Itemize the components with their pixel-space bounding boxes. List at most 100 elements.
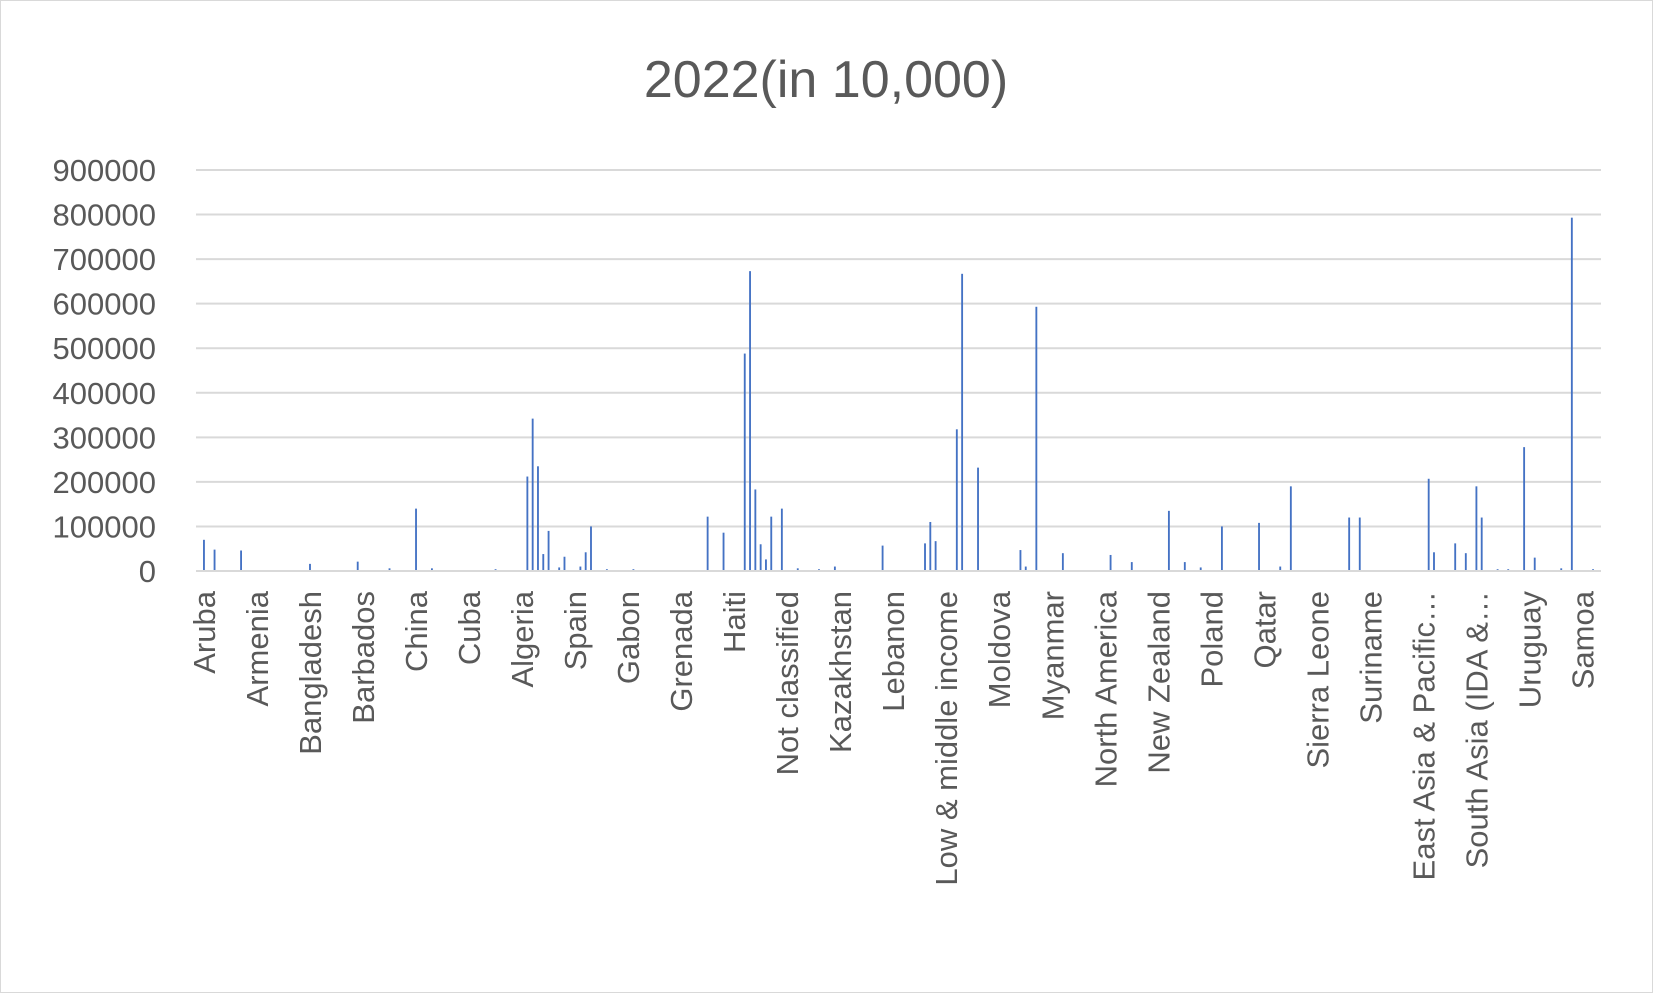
bar [780,508,783,571]
x-tick-label: Barbados [346,591,381,724]
bar [1358,517,1361,571]
x-tick-label: East Asia & Pacific… [1406,591,1441,880]
bar [1199,567,1202,571]
bar [833,566,836,571]
bar [765,559,767,571]
bar [754,489,757,571]
x-tick-label: Cuba [452,590,487,665]
x-tick-label: Myanmar [1035,591,1070,720]
x-axis-tick-labels: Aruba Armenia Bangladesh Barbados China Cuba A… [187,590,1600,885]
bar [309,563,311,571]
x-tick-label: Samoa [1565,590,1600,689]
bar [1560,568,1563,571]
bar [1183,562,1186,571]
y-tick-label: 900000 [53,153,156,188]
chart-title: 2022(in 10,000) [644,51,1008,109]
x-tick-label: China [399,590,434,672]
gridlines [196,169,1601,528]
bar [526,476,529,571]
y-tick-label: 600000 [53,287,156,322]
bar [1109,554,1112,571]
bar [749,271,751,571]
bar [213,549,216,571]
bar [1427,478,1430,571]
bar [1279,566,1282,571]
bar [961,273,964,571]
x-tick-label: Gabon [611,591,646,684]
y-tick-label: 200000 [53,465,156,500]
bar [881,545,884,571]
bar [415,508,417,571]
y-tick-label: 700000 [53,242,156,277]
x-tick-label: Algeria [505,590,540,687]
x-tick-label: Not classified [770,591,805,775]
x-tick-label: Armenia [240,590,275,706]
bar [929,521,932,571]
bar [579,566,582,571]
x-tick-label: North America [1088,590,1123,787]
x-tick-label: New Zealand [1141,591,1176,774]
bar [542,554,545,571]
x-tick-label: Kazakhstan [823,591,858,753]
bar [743,353,746,571]
bar [203,539,205,571]
bar [770,516,773,571]
y-tick-label: 400000 [53,376,156,411]
bars [203,217,1594,571]
bar [1454,543,1457,571]
y-tick-label: 0 [139,554,156,589]
bar [1348,517,1351,571]
bar [955,429,958,571]
x-tick-label: Moldova [982,590,1017,708]
bar [977,467,979,571]
bar [1019,550,1022,571]
bar [1167,510,1170,571]
bar [1475,486,1478,571]
x-tick-label: Qatar [1247,591,1282,669]
x-tick-label: Grenada [664,590,699,711]
bar [1480,517,1483,571]
bar [1523,447,1526,571]
bar [590,526,592,571]
x-tick-label: Low & middle income [929,591,964,886]
y-tick-label: 100000 [53,509,156,544]
bar [1289,486,1292,571]
x-tick-label: Aruba [187,590,222,673]
bar [1220,526,1223,571]
bar [1464,553,1467,571]
bar [356,561,359,571]
x-tick-label: Poland [1194,591,1229,688]
x-tick-label: Lebanon [876,591,911,712]
bar [558,567,561,571]
bar [388,568,391,571]
bar [722,532,725,571]
bar [1433,552,1435,571]
bar [1533,557,1536,571]
bar [431,568,433,571]
x-tick-label: South Asia (IDA &… [1459,591,1494,868]
x-tick-label: Bangladesh [293,591,328,755]
bar [1061,553,1064,571]
x-tick-label: Suriname [1353,591,1388,724]
bar [706,516,709,571]
bar [1258,522,1260,571]
y-tick-label: 800000 [53,198,156,233]
bar [924,543,926,571]
y-axis-tick-labels: 0 100000 200000 300000 400000 500000 600000 700… [53,153,156,589]
bar [531,418,534,571]
bar [1035,306,1038,571]
x-tick-label: Sierra Leone [1300,591,1335,769]
bar [537,466,539,571]
bar [547,530,550,571]
x-tick-label: Spain [558,591,593,670]
bar [1570,217,1573,571]
bar [240,550,242,571]
x-tick-label: Haiti [717,591,752,653]
bar [563,556,566,571]
bar [934,541,937,571]
bar [1130,562,1133,571]
bar [584,552,587,571]
y-tick-label: 500000 [53,331,156,366]
